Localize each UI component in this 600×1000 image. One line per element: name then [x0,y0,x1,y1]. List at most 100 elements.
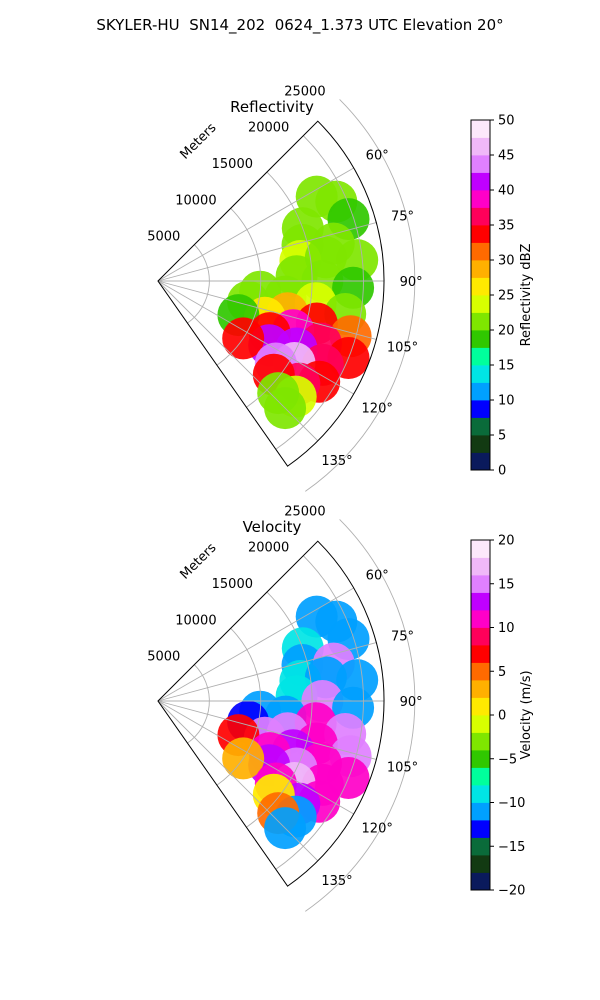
colorbar-segment [471,190,490,208]
colorbar: −20 −15 −10 −5 0 5 10 15 20 Velocity (m/s) [470,534,534,899]
colorbar-segment [471,557,490,576]
colorbar-tick-label: −15 [498,840,525,855]
angle-tick-label: 75° [391,210,414,225]
angle-tick-label: 135° [321,454,352,469]
radial-tick-label: 25000 [284,504,325,519]
colorbar-segment [471,277,490,296]
radial-gridline [216,628,262,786]
radial-gridline [305,519,416,912]
angle-tick-label: 90° [400,275,423,290]
colorbar-tick-label: −20 [498,884,525,899]
colorbar-segment [471,680,490,698]
colorbar-segment [471,767,490,786]
angular-gridline [157,642,377,702]
radial-tick-label: 10000 [175,193,216,208]
radar-panel-reflectivity: 60° 75° 90° 105° 120° 135° 5000 10000 15000 20000… [147,84,534,492]
colorbar-tick-label: 35 [498,219,515,234]
colorbar-tick-label: 10 [498,394,515,409]
angle-tick-label: 60° [366,568,389,583]
colorbar-segment [471,347,490,366]
data-cells [217,175,379,430]
colorbar-segment [471,715,490,733]
radar-panel-velocity: 60° 75° 90° 105° 120° 135° 5000 10000 15000 20000… [147,504,534,912]
colorbar-tick-label: 10 [498,621,515,636]
angle-tick-label: 75° [391,630,414,645]
colorbar-segment [471,295,490,313]
colorbar-segment [471,207,490,226]
colorbar-segment [471,417,490,436]
colorbar-segment [471,575,490,593]
colorbar-segment [471,382,490,401]
radial-gridline [187,664,210,744]
radial-tick-label: 10000 [175,613,216,628]
angular-gridline [157,222,377,282]
angle-tick-label: 120° [362,402,393,417]
colorbar-tick-label: −10 [498,796,525,811]
angular-gridline [157,700,319,862]
angular-gridline [157,167,354,282]
sector-outline [157,120,385,467]
radial-tick-label: 15000 [212,157,253,172]
colorbar-segment [471,662,490,681]
radial-gridline [246,591,313,828]
colorbar-segment [471,452,490,471]
colorbar-segment [471,120,490,138]
radial-gridline [246,171,313,408]
radial-gridline [275,135,364,450]
sector-outline [157,540,385,887]
radial-tick-label: 5000 [147,230,180,245]
colorbar-segment [471,837,490,856]
colorbar-tick-label: 20 [498,534,515,549]
colorbar-segment [471,225,490,243]
colorbar-tick-label: −5 [498,752,517,767]
colorbar-segment [471,155,490,173]
angular-gridline [157,700,377,760]
colorbar-segment [471,732,490,751]
angular-gridline [157,280,354,395]
colorbar-segment [471,435,490,453]
colorbar-segment [471,242,490,261]
colorbar-tick-label: 50 [498,114,515,129]
colorbar-segment [471,785,490,803]
angle-tick-label: 120° [362,822,393,837]
data-cells [217,595,379,850]
colorbar-segment [471,260,490,278]
colorbar-segment [471,802,490,821]
radial-gridline [216,208,262,366]
angle-tick-label: 105° [387,341,418,356]
colorbar-tick-label: 25 [498,289,515,304]
colorbar-segment [471,592,490,611]
colorbar-tick-label: 30 [498,254,515,269]
colorbar-segment [471,330,490,348]
colorbar-segment [471,312,490,331]
colorbar-segment [471,872,490,891]
colorbar-tick-label: 40 [498,184,515,199]
colorbar-segment [471,820,490,838]
colorbar-tick-label: 0 [498,464,506,479]
radial-gridline [275,555,364,870]
angle-tick-label: 60° [366,148,389,163]
colorbar-segment [471,365,490,383]
colorbar-label: Reflectivity dBZ [519,244,534,347]
colorbar-tick-label: 5 [498,429,506,444]
colorbar-segment [471,750,490,768]
colorbar-label: Velocity (m/s) [519,670,534,759]
colorbar-tick-label: 20 [498,324,515,339]
angle-tick-label: 90° [400,695,423,710]
colorbar-segment [471,627,490,646]
colorbar-segment [471,645,490,663]
colorbar: 0 5 10 15 20 25 30 35 40 45 50 Reflectivity dBZ [470,114,534,479]
colorbar-segment [471,137,490,156]
angle-tick-label: 135° [321,874,352,889]
colorbar-tick-label: 0 [498,709,506,724]
colorbar-tick-label: 5 [498,665,506,680]
radial-tick-label: 25000 [284,84,325,99]
colorbar-tick-label: 15 [498,577,515,592]
colorbar-tick-label: 15 [498,359,515,374]
colorbar-segment [471,172,490,191]
radial-tick-label: 20000 [248,541,289,556]
colorbar-segment [471,540,490,558]
angular-gridline [157,587,354,702]
figure-title: SKYLER-HU SN14_202 0624_1.373 UTC Elevat… [96,16,504,34]
